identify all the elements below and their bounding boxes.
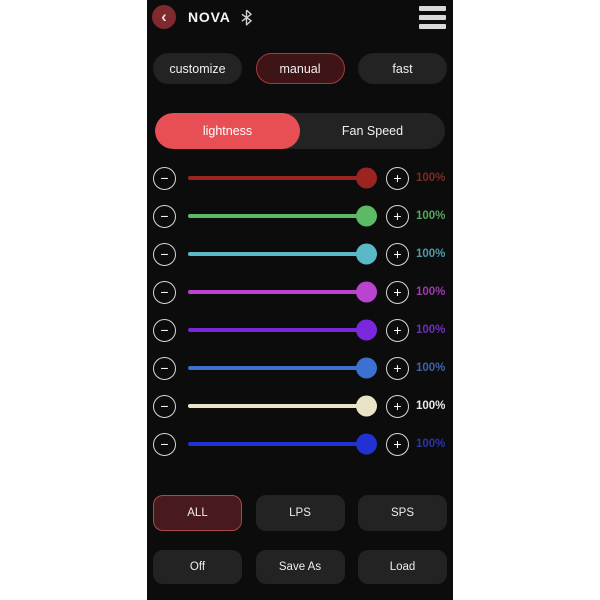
mode-fast-button[interactable]: fast: [358, 53, 447, 84]
decrease-button[interactable]: −: [153, 280, 176, 304]
slider-thumb[interactable]: [356, 357, 377, 379]
decrease-button[interactable]: −: [153, 166, 176, 190]
back-button[interactable]: ‹: [152, 5, 176, 29]
slider-track[interactable]: [188, 432, 377, 456]
slider-track[interactable]: [188, 318, 377, 342]
increase-button[interactable]: +: [386, 394, 409, 418]
group-sps-button[interactable]: SPS: [358, 495, 447, 531]
increase-button[interactable]: +: [386, 280, 409, 304]
mode-buttons: customize manual fast: [147, 53, 453, 84]
slider-value: 100%: [416, 248, 446, 260]
off-button[interactable]: Off: [153, 550, 242, 584]
slider-value: 100%: [416, 172, 446, 184]
slider-track[interactable]: [188, 166, 377, 190]
slider-row-magenta: − + 100%: [147, 280, 453, 304]
slider-thumb[interactable]: [356, 281, 377, 303]
slider-row-blue: − + 100%: [147, 356, 453, 380]
decrease-button[interactable]: −: [153, 356, 176, 380]
slider-thumb[interactable]: [356, 167, 377, 189]
page-title: NOVA: [188, 9, 231, 25]
slider-list: − + 100% − + 100% − +: [147, 166, 453, 456]
slider-row-green: − + 100%: [147, 204, 453, 228]
lightness-fanspeed-tabs: lightness Fan Speed: [155, 113, 445, 149]
group-all-button[interactable]: ALL: [153, 495, 242, 531]
slider-track[interactable]: [188, 356, 377, 380]
group-lps-button[interactable]: LPS: [255, 495, 345, 531]
tab-fan-speed[interactable]: Fan Speed: [300, 113, 445, 149]
slider-row-cream: − + 100%: [147, 394, 453, 418]
slider-track[interactable]: [188, 242, 377, 266]
header: ‹ NOVA: [147, 0, 453, 32]
increase-button[interactable]: +: [386, 318, 409, 342]
decrease-button[interactable]: −: [153, 204, 176, 228]
slider-thumb[interactable]: [356, 319, 377, 341]
slider-track[interactable]: [188, 204, 377, 228]
slider-thumb[interactable]: [356, 433, 377, 455]
slider-value: 100%: [416, 362, 446, 374]
group-buttons: ALL LPS SPS: [147, 495, 453, 531]
slider-row-deep-blue: − + 100%: [147, 432, 453, 456]
decrease-button[interactable]: −: [153, 318, 176, 342]
slider-value: 100%: [416, 210, 446, 222]
slider-row-teal: − + 100%: [147, 242, 453, 266]
mode-customize-button[interactable]: customize: [153, 53, 242, 84]
slider-value: 100%: [416, 324, 446, 336]
decrease-button[interactable]: −: [153, 242, 176, 266]
decrease-button[interactable]: −: [153, 432, 176, 456]
increase-button[interactable]: +: [386, 166, 409, 190]
increase-button[interactable]: +: [386, 242, 409, 266]
increase-button[interactable]: +: [386, 204, 409, 228]
app-screen: ‹ NOVA customize manual fast lightness F…: [147, 0, 453, 600]
tab-lightness[interactable]: lightness: [155, 113, 300, 149]
increase-button[interactable]: +: [386, 432, 409, 456]
menu-icon[interactable]: [419, 4, 446, 31]
increase-button[interactable]: +: [386, 356, 409, 380]
action-buttons: Off Save As Load: [147, 550, 453, 584]
slider-thumb[interactable]: [356, 395, 377, 417]
slider-track[interactable]: [188, 394, 377, 418]
slider-thumb[interactable]: [356, 243, 377, 265]
slider-value: 100%: [416, 400, 446, 412]
mode-manual-button[interactable]: manual: [255, 53, 345, 84]
slider-row-purple: − + 100%: [147, 318, 453, 342]
load-button[interactable]: Load: [358, 550, 447, 584]
save-as-button[interactable]: Save As: [255, 550, 345, 584]
slider-row-red: − + 100%: [147, 166, 453, 190]
slider-value: 100%: [416, 438, 446, 450]
slider-value: 100%: [416, 286, 446, 298]
slider-thumb[interactable]: [356, 205, 377, 227]
slider-track[interactable]: [188, 280, 377, 304]
decrease-button[interactable]: −: [153, 394, 176, 418]
bluetooth-icon: [241, 9, 252, 26]
